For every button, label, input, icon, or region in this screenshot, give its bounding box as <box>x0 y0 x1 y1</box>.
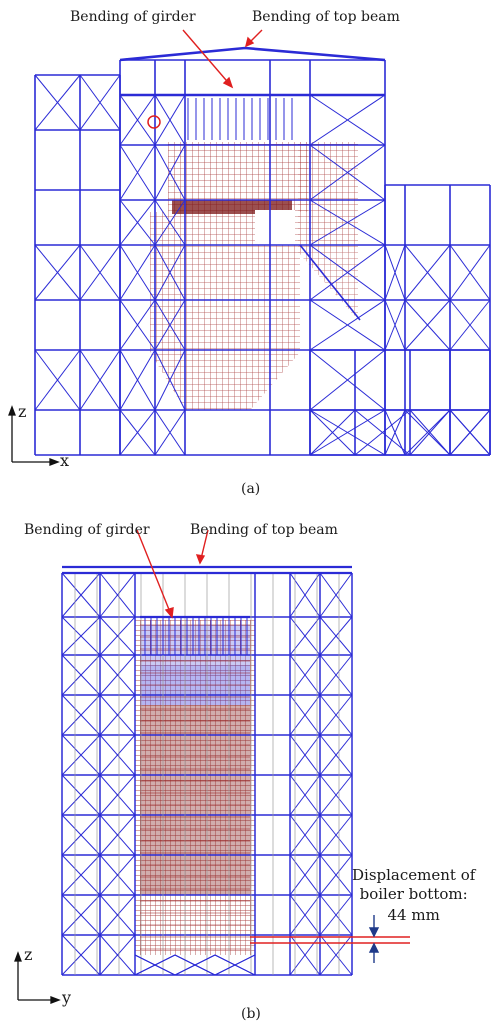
displacement-value: 44 mm <box>387 905 440 924</box>
displacement-annotation: Displacement of boiler bottom: 44 mm <box>352 866 475 924</box>
marker-circle <box>147 115 161 129</box>
axis-y-label-b: y <box>62 988 72 1007</box>
displacement-line-1: Displacement of <box>352 866 476 884</box>
caption-a: (a) <box>241 481 261 497</box>
axis-x-label-a: x <box>60 451 70 470</box>
axis-z-label-b: z <box>24 945 33 964</box>
hanger-rods-a <box>187 98 293 140</box>
panel-a-elevation-xz: Bending of girder Bending of top beam z … <box>0 0 503 505</box>
hanger-rods-b <box>144 617 248 655</box>
opening-a <box>255 210 295 245</box>
label-bending-of-top-beam-a: Bending of top beam <box>252 9 400 25</box>
caption-b: (b) <box>241 1006 261 1022</box>
steel-frame-b <box>61 572 353 976</box>
displacement-line-2: boiler bottom: <box>359 884 468 903</box>
axis-z-label-a: z <box>18 402 27 421</box>
label-bending-of-top-beam-b: Bending of top beam <box>190 522 338 538</box>
label-bending-of-girder-b: Bending of girder <box>24 522 150 538</box>
structure-drawing-b <box>14 529 410 1004</box>
label-bending-of-girder-a: Bending of girder <box>70 9 196 25</box>
displacement-lines <box>250 936 410 944</box>
structure-drawing-a <box>8 29 491 466</box>
boiler-hatch-a <box>150 142 358 410</box>
steel-frame-a <box>34 59 491 456</box>
panel-b-elevation-yz: Bending of girder Bending of top beam Di… <box>0 505 503 1025</box>
displacement-dimension-arrows <box>368 915 380 963</box>
boiler-hatch-b <box>135 620 255 955</box>
